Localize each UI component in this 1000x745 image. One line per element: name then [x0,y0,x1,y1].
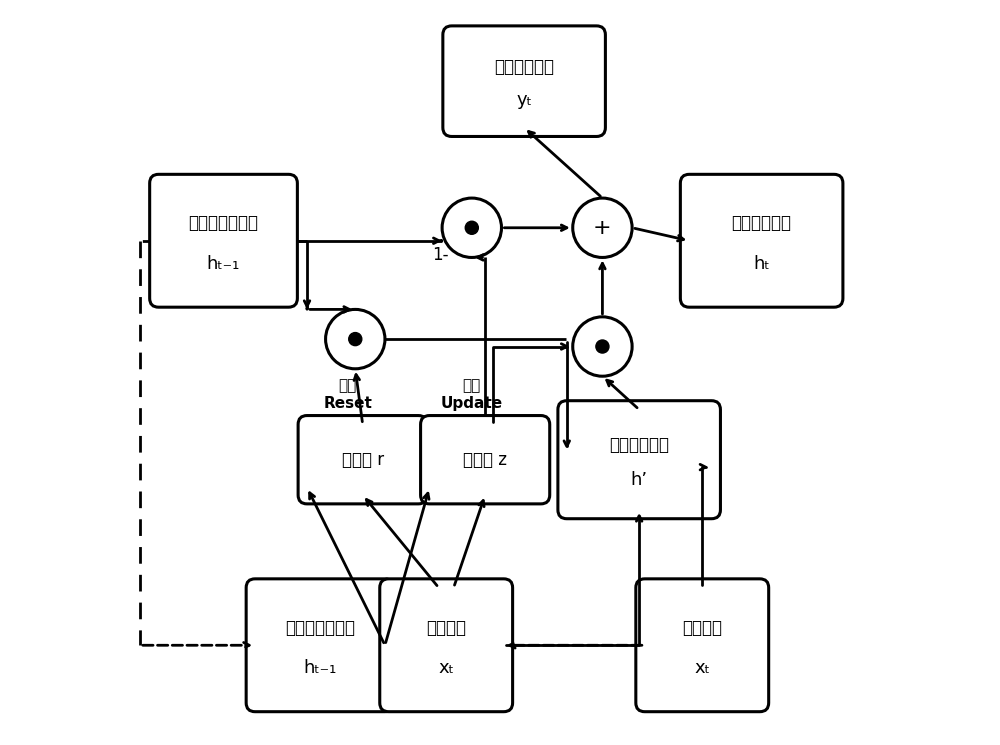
Circle shape [596,340,609,353]
Text: xₜ: xₜ [694,659,710,677]
FancyBboxPatch shape [636,579,769,711]
Text: xₜ: xₜ [438,659,454,677]
FancyBboxPatch shape [421,416,550,504]
Circle shape [326,309,385,369]
FancyBboxPatch shape [298,416,427,504]
Text: hₜ₋₁: hₜ₋₁ [303,659,337,677]
Circle shape [573,198,632,258]
Text: +: + [593,218,612,238]
Circle shape [465,221,478,234]
FancyBboxPatch shape [443,26,605,136]
FancyBboxPatch shape [380,579,513,711]
Text: 重置
Reset: 重置 Reset [323,378,372,411]
Text: 更新
Update: 更新 Update [441,378,503,411]
Text: 重置门 r: 重置门 r [342,451,384,469]
Text: 1-: 1- [432,247,449,264]
Text: 价格预测结果: 价格预测结果 [494,58,554,76]
Text: 本轮输入: 本轮输入 [682,619,722,637]
Circle shape [442,198,501,258]
Text: hₜ: hₜ [753,255,770,273]
Text: 中间输出状态: 中间输出状态 [609,436,669,454]
Text: 本轮输出状态: 本轮输出状态 [732,215,792,232]
Circle shape [573,317,632,376]
FancyBboxPatch shape [680,174,843,307]
Text: 更新门 z: 更新门 z [463,451,507,469]
Text: 上一轮输出状态: 上一轮输出状态 [285,619,355,637]
FancyBboxPatch shape [150,174,297,307]
Text: yₜ: yₜ [516,91,532,109]
Text: hₜ₋₁: hₜ₋₁ [207,255,240,273]
Text: 本轮输入: 本轮输入 [426,619,466,637]
FancyBboxPatch shape [246,579,394,711]
Text: h’: h’ [631,471,648,489]
FancyBboxPatch shape [558,401,720,519]
Circle shape [349,332,362,346]
Text: 上一轮输出状态: 上一轮输出状态 [189,215,259,232]
